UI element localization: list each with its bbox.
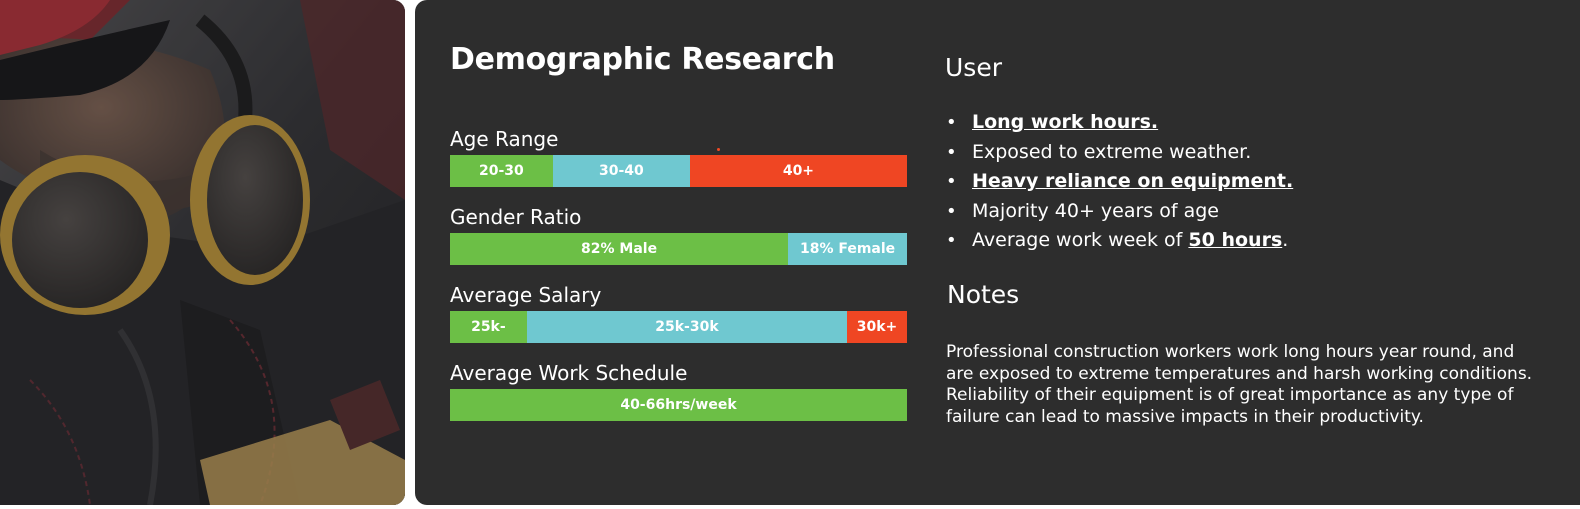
metric-label: Average Work Schedule [450,361,688,385]
metric-age-range: Age Range 20-30 30-40 40+ [450,125,907,187]
notes-heading: Notes [947,280,1020,309]
notes-text: Professional construction workers work l… [946,342,1533,427]
bar-segment: 82% Male [450,233,789,265]
gender-ratio-bar: 82% Male 18% Female [450,233,907,265]
bullet-icon: • [946,171,957,192]
user-item-highlight: 50 hours [1188,229,1283,251]
list-item: • Exposed to extreme weather. [946,138,1546,168]
worker-photo [0,0,405,505]
user-item-text: Majority 40+ years of age [972,199,1219,222]
metric-gender-ratio: Gender Ratio 82% Male 18% Female [450,203,907,265]
bullet-icon: • [946,112,957,133]
user-item-text: Average work week of [972,229,1189,251]
bar-segment: 25k- [450,311,527,343]
bullet-icon: • [946,230,957,251]
average-work-schedule-bar: 40-66hrs/week [450,389,907,421]
bar-segment: 25k-30k [526,311,848,343]
metric-label: Average Salary [450,283,602,307]
list-item: • Average work week of 50 hours. [946,226,1546,256]
research-panel: Demographic Research Age Range 20-30 30-4… [415,0,1580,505]
bullet-icon: • [946,200,957,222]
average-salary-bar: 25k- 25k-30k 30k+ [450,311,907,343]
user-item-suffix: . [1282,229,1289,251]
worker-photo-illustration [0,0,405,505]
bar-segment: 20-30 [450,155,553,187]
bar-segment: 40-66hrs/week [450,389,907,421]
list-item: • Long work hours. [946,108,1546,138]
user-heading: User [945,53,1002,82]
bar-segment: 40+ [689,155,907,187]
bullet-icon: • [946,141,957,163]
metric-average-salary: Average Salary 25k- 25k-30k 30k+ [450,281,907,343]
user-item-text: Exposed to extreme weather. [972,140,1252,163]
age-range-bar: 20-30 30-40 40+ [450,155,907,187]
metric-label: Age Range [450,127,559,151]
metric-average-work-schedule: Average Work Schedule 40-66hrs/week [450,359,907,421]
decorative-dot [717,148,720,151]
user-list: • Long work hours. • Exposed to extreme … [946,108,1546,256]
list-item: • Heavy reliance on equipment. [946,167,1546,197]
metric-label: Gender Ratio [450,205,582,229]
list-item: • Majority 40+ years of age [946,197,1546,227]
user-item-text: Long work hours. [972,111,1159,133]
user-item-text: Heavy reliance on equipment. [972,170,1294,192]
bar-segment: 18% Female [788,233,907,265]
bar-segment: 30k+ [847,311,907,343]
page-title: Demographic Research [450,42,835,77]
bar-segment: 30-40 [552,155,690,187]
